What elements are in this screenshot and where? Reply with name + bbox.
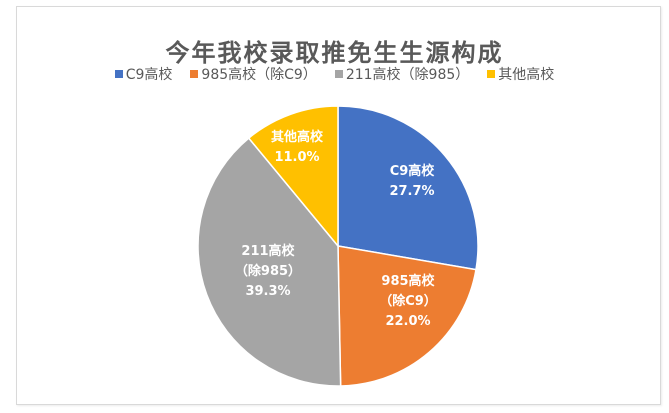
data-label-other: 其他高校 <box>271 129 324 145</box>
legend-label-211: 211高校（除985） <box>345 67 470 83</box>
pie-slice-c9 <box>337 105 479 271</box>
pie-slice-other <box>247 105 339 249</box>
data-label-other: 11.0% <box>274 150 319 165</box>
data-label-c9: C9高校 <box>390 163 436 179</box>
data-label-c9: 27.7% <box>389 184 434 199</box>
pie-slice-985 <box>337 245 477 387</box>
data-label-985: （除C9） <box>379 293 437 309</box>
legend-label-985: 985高校（除C9） <box>201 67 317 83</box>
data-label-211: 211高校 <box>241 243 295 259</box>
legend-swatch-other <box>487 70 496 78</box>
data-label-211: （除985） <box>235 263 301 279</box>
legend-swatch-985 <box>190 70 199 78</box>
data-label-985: 985高校 <box>381 273 435 289</box>
legend-item-other: 其他高校 <box>487 64 554 84</box>
chart-title: 今年我校录取推免生生源构成 <box>165 39 504 67</box>
legend-swatch-c9 <box>114 70 123 78</box>
pie-slice-211 <box>197 137 342 387</box>
chart-legend: C9高校 985高校（除C9） 211高校（除985） 其他高校 <box>0 64 669 84</box>
legend-item-c9: C9高校 <box>114 64 173 84</box>
legend-swatch-211 <box>334 70 343 78</box>
legend-label-c9: C9高校 <box>125 67 173 83</box>
data-label-211: 39.3% <box>245 284 290 299</box>
pie-slices <box>197 105 479 387</box>
pie-labels: C9高校 27.7% 985高校 （除C9） 22.0% 211高校 （除985） 39.3%… <box>235 129 437 329</box>
legend-label-other: 其他高校 <box>498 67 555 83</box>
legend-item-211: 211高校（除985） <box>334 64 470 84</box>
legend-item-985: 985高校（除C9） <box>190 64 317 84</box>
data-label-985: 22.0% <box>385 314 430 329</box>
